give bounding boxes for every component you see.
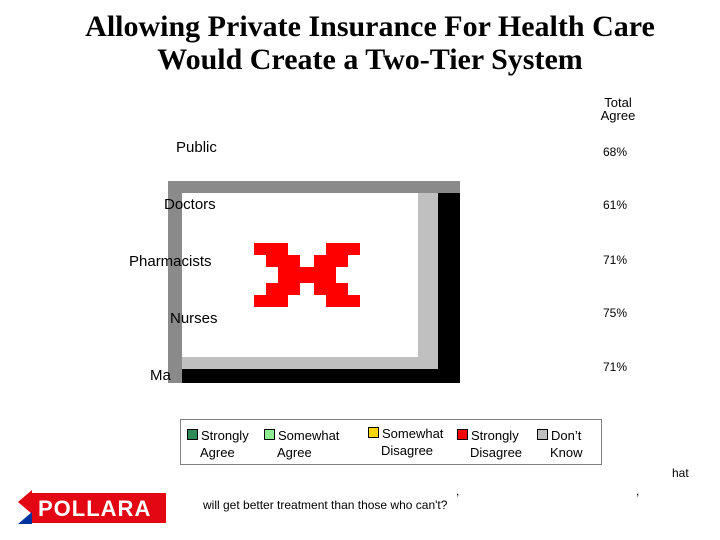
footnote-fragment-comma-2: ,: [636, 484, 640, 498]
legend-swatch: [457, 429, 468, 440]
legend-label: Strongly: [201, 428, 249, 443]
footnote-fragment-comma-1: ,: [456, 484, 460, 498]
pollara-logo: POLLARA: [18, 490, 166, 524]
logo-text: POLLARA: [38, 496, 151, 521]
legend-item-dont-know: Don’t Know: [537, 427, 583, 461]
category-label-doctors: Doctors: [164, 196, 216, 213]
category-label-ma: Ma: [150, 367, 171, 384]
legend-item-somewhat-agree: Somewhat Agree: [264, 427, 339, 461]
category-label-public: Public: [176, 139, 217, 156]
legend-swatch: [537, 429, 548, 440]
legend-item-strongly-disagree: Strongly Disagree: [457, 427, 522, 461]
legend-label: Know: [550, 445, 583, 460]
broken-image-icon: [254, 243, 360, 307]
column-header-total: Total: [604, 95, 632, 110]
question-footnote: will get better treatment than those who…: [203, 498, 448, 512]
total-agree-pharmacists: 71%: [603, 253, 628, 267]
legend-label: Strongly: [471, 428, 519, 443]
chart-title-line2: Would Create a Two-Tier System: [157, 43, 583, 76]
chart-legend: Strongly Agree Somewhat Agree Somewhat D…: [180, 419, 602, 465]
legend-item-strongly-agree: Strongly Agree: [187, 427, 249, 461]
legend-swatch: [264, 429, 275, 440]
total-agree-nurses: 75%: [603, 306, 628, 320]
category-label-nurses: Nurses: [170, 310, 218, 327]
legend-swatch: [368, 427, 379, 438]
frame-left-edge: [168, 181, 182, 383]
logo-accent-blue: [18, 512, 32, 524]
column-header-agree: Agree: [600, 108, 636, 123]
total-agree-ma: 71%: [603, 360, 628, 374]
frame-top-edge: [168, 181, 460, 193]
logo-accent-red: [18, 490, 32, 514]
legend-label: Somewhat: [278, 428, 340, 443]
total-agree-doctors: 61%: [603, 198, 628, 212]
legend-label: Disagree: [381, 443, 434, 458]
legend-label: Don’t: [551, 428, 582, 443]
legend-label: Agree: [277, 445, 312, 460]
legend-label: Disagree: [470, 445, 523, 460]
total-agree-public: 68%: [603, 145, 628, 159]
legend-label: Somewhat: [382, 426, 444, 441]
chart-title-line1: Allowing Private Insurance For Health Ca…: [85, 10, 655, 43]
logo-banner: [32, 493, 166, 523]
category-label-pharmacists: Pharmacists: [129, 253, 212, 270]
legend-item-somewhat-disagree: Somewhat Disagree: [368, 425, 443, 459]
legend-swatch: [187, 429, 198, 440]
legend-label: Agree: [200, 445, 235, 460]
footnote-fragment-right: hat: [672, 466, 689, 480]
